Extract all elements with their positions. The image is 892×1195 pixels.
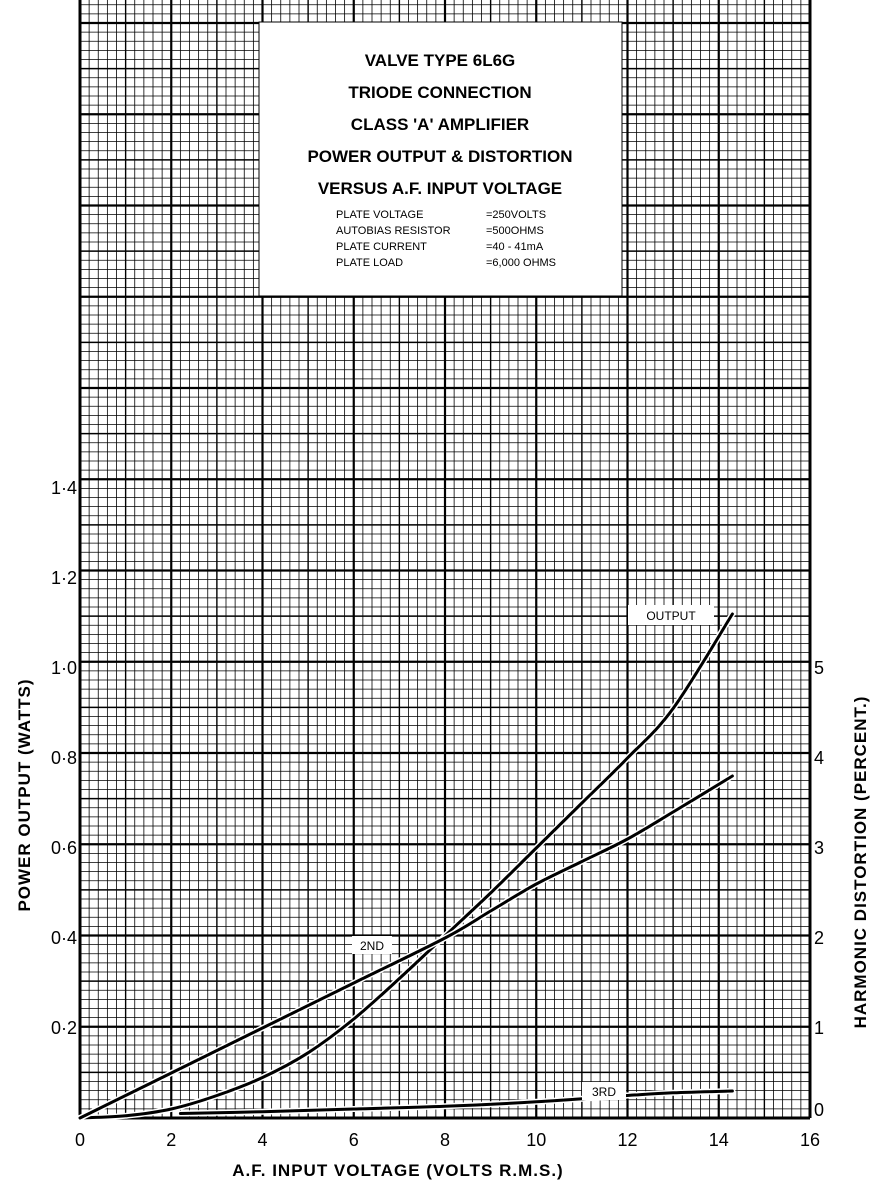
x-tick-label: 0 — [75, 1130, 85, 1150]
y2-tick-label: 5 — [814, 658, 824, 678]
x-tick-label: 16 — [800, 1130, 820, 1150]
title-line-3: CLASS 'A' AMPLIFIER — [351, 115, 529, 134]
condition-label-4: PLATE LOAD — [336, 257, 403, 269]
title-line-4: POWER OUTPUT & DISTORTION — [307, 147, 572, 166]
y-tick-label: 0·6 — [51, 838, 77, 858]
y-tick-label: 0·8 — [51, 748, 77, 768]
series-line-output — [78, 612, 734, 1120]
condition-value-2: =500OHMS — [486, 225, 544, 237]
title-line-1: VALVE TYPE 6L6G — [365, 51, 516, 70]
series-line-3rd — [178, 1089, 734, 1115]
condition-value-4: =6,000 OHMS — [486, 257, 556, 269]
y-tick-label: 0·4 — [51, 928, 77, 948]
x-tick-label: 2 — [166, 1130, 176, 1150]
y-tick-label: 1·0 — [51, 658, 77, 678]
condition-label-3: PLATE CURRENT — [336, 241, 427, 253]
x-tick-label: 10 — [526, 1130, 546, 1150]
label-output: OUTPUT — [628, 605, 714, 625]
x-tick-label: 14 — [709, 1130, 729, 1150]
series-line-2nd — [78, 774, 734, 1120]
y-tick-label: 1·2 — [51, 568, 77, 588]
x-axis-label: A.F. INPUT VOLTAGE (VOLTS R.M.S.) — [232, 1161, 563, 1180]
series-label-3rd: 3RD — [592, 1085, 616, 1099]
label-3rd: 3RD — [582, 1082, 626, 1100]
condition-label-1: PLATE VOLTAGE — [336, 209, 423, 221]
y-axis-label: POWER OUTPUT (WATTS) — [15, 678, 34, 911]
y2-tick-label: 3 — [814, 838, 824, 858]
y2-tick-label: 0 — [814, 1100, 824, 1120]
title-line-2: TRIODE CONNECTION — [348, 83, 531, 102]
x-tick-label: 8 — [440, 1130, 450, 1150]
x-tick-label: 6 — [349, 1130, 359, 1150]
condition-label-2: AUTOBIAS RESISTOR — [336, 225, 451, 237]
label-2nd: 2ND — [352, 936, 392, 954]
y2-tick-label: 1 — [814, 1018, 824, 1038]
y-tick-label: 1·4 — [51, 478, 77, 498]
y2-axis-label: HARMONIC DISTORTION (PERCENT.) — [851, 696, 870, 1029]
y2-tick-label: 4 — [814, 748, 824, 768]
condition-value-3: =40 - 41mA — [486, 241, 544, 253]
series-layer — [77, 611, 736, 1121]
title-box: VALVE TYPE 6L6G TRIODE CONNECTION CLASS … — [258, 21, 623, 297]
y-tick-label: 0·2 — [51, 1018, 77, 1038]
x-tick-label: 12 — [617, 1130, 637, 1150]
condition-value-1: =250VOLTS — [486, 209, 546, 221]
title-line-5: VERSUS A.F. INPUT VOLTAGE — [318, 179, 562, 198]
x-tick-label: 4 — [257, 1130, 267, 1150]
y2-tick-label: 2 — [814, 928, 824, 948]
series-label-output: OUTPUT — [646, 609, 696, 623]
series-label-2nd: 2ND — [360, 939, 384, 953]
